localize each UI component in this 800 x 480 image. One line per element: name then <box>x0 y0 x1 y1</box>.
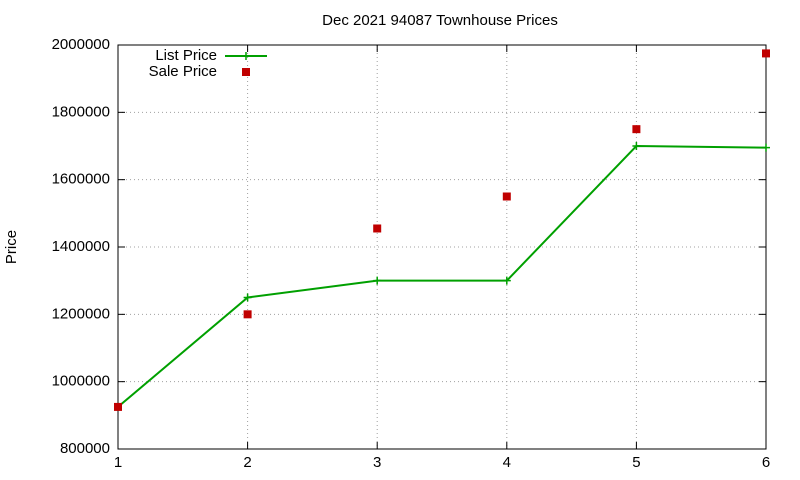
y-axis-label: Price <box>3 230 20 264</box>
y-tick-label: 1000000 <box>52 373 110 390</box>
point <box>632 142 641 150</box>
legend-swatch <box>242 52 250 60</box>
y-tick-label: 800000 <box>60 440 110 457</box>
x-tick-label: 3 <box>373 454 381 471</box>
x-tick-label: 2 <box>243 454 251 471</box>
point <box>373 224 382 233</box>
point <box>502 276 511 285</box>
point <box>502 192 511 201</box>
legend-label: Sale Price <box>149 63 217 80</box>
point <box>762 49 770 58</box>
x-tick-label: 4 <box>503 454 511 471</box>
y-tick-label: 1200000 <box>52 305 110 322</box>
point <box>243 310 252 319</box>
x-tick-label: 1 <box>114 454 122 471</box>
point <box>632 125 641 134</box>
point <box>373 276 382 285</box>
y-tick-label: 1400000 <box>52 238 110 255</box>
y-tick-label: 1800000 <box>52 103 110 120</box>
point <box>762 143 770 152</box>
legend-label: List Price <box>155 47 217 64</box>
x-tick-label: 5 <box>632 454 640 471</box>
series-line <box>117 144 767 408</box>
plot-border <box>117 44 767 450</box>
y-tick-label: 1600000 <box>52 171 110 188</box>
point <box>243 293 252 302</box>
x-tick-label: 6 <box>762 454 770 471</box>
y-tick-label: 2000000 <box>52 36 110 53</box>
chart-title: Dec 2021 94087 Townhouse Prices <box>322 12 558 29</box>
legend-swatch <box>242 68 250 76</box>
point <box>114 402 122 411</box>
